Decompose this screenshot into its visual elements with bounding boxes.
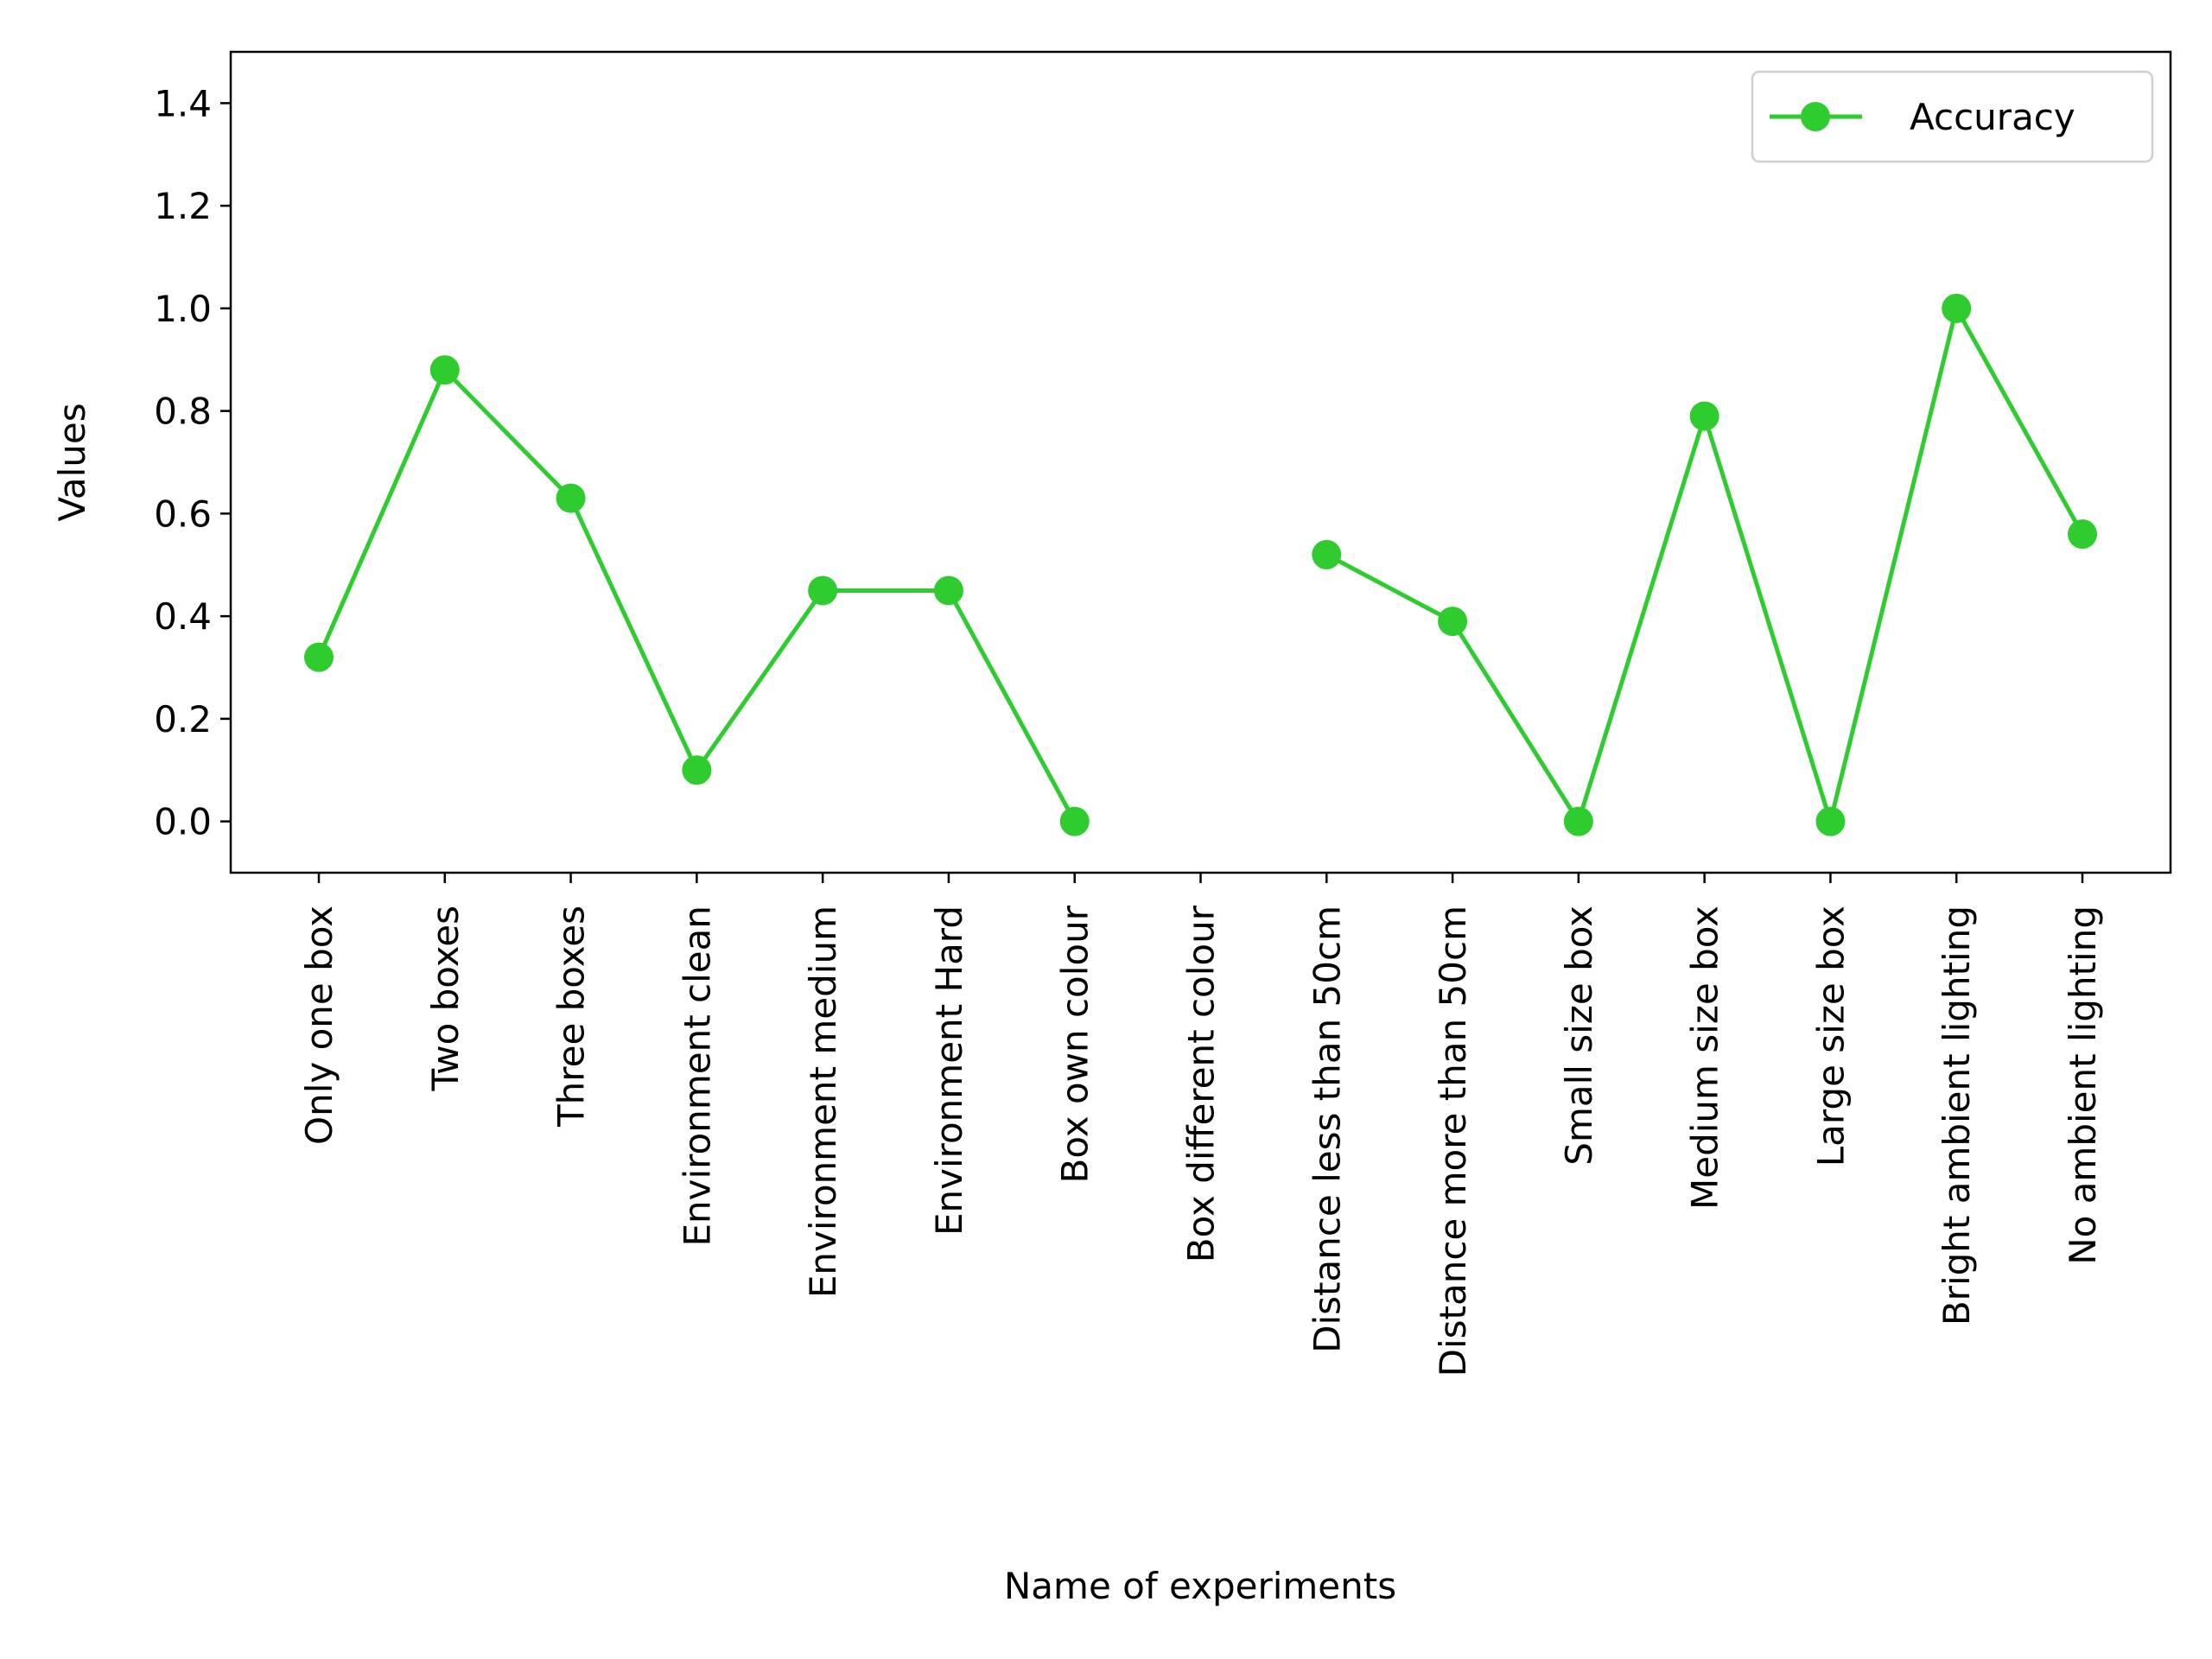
data-point <box>933 575 963 606</box>
data-point <box>556 483 586 513</box>
data-point <box>1563 806 1593 836</box>
y-tick-label: 1.0 <box>154 288 212 330</box>
data-point <box>2068 519 2097 550</box>
x-tick-label: Only one box <box>298 906 340 1145</box>
x-tick-label: Environment medium <box>802 906 844 1298</box>
x-tick-label: Bright ambient lighting <box>1936 906 1978 1325</box>
x-axis-title: Name of experiments <box>1004 1565 1396 1607</box>
data-point <box>1059 806 1090 836</box>
data-point <box>1942 293 1972 323</box>
x-tick-label: Medium size box <box>1684 906 1726 1210</box>
x-tick-label: Box own colour <box>1054 905 1096 1183</box>
series-layer <box>304 293 2097 836</box>
data-point <box>429 355 460 385</box>
y-tick-label: 1.4 <box>154 82 212 124</box>
x-tick-label: Large size box <box>1809 906 1852 1166</box>
x-tick-label: Box different colour <box>1180 905 1223 1262</box>
plot-area-frame <box>229 50 2172 874</box>
x-tick-label: Distance more than 50cm <box>1432 906 1474 1376</box>
x-tick-label: Three boxes <box>550 906 593 1128</box>
x-tick-label: Two boxes <box>424 906 467 1091</box>
legend-marker <box>1801 102 1830 131</box>
y-tick-label: 1.2 <box>154 185 212 227</box>
y-tick-label: 0.0 <box>154 801 212 843</box>
data-point <box>808 575 838 606</box>
x-tick-label: Small size box <box>1558 906 1600 1166</box>
legend: Accuracy <box>1751 70 2154 163</box>
data-point <box>1438 607 1468 637</box>
data-point <box>1815 806 1846 836</box>
x-tick-label: Distance less than 50cm <box>1306 906 1348 1353</box>
data-point <box>682 755 712 785</box>
y-axis-title: Values <box>51 403 93 521</box>
y-tick-label: 0.2 <box>154 698 212 741</box>
y-tick-label: 0.4 <box>154 595 212 638</box>
legend-label: Accuracy <box>1910 96 2075 138</box>
x-tick-label: Environment clean <box>676 906 718 1247</box>
y-axis: 0.0 0.2 0.4 0.6 0.8 1.0 1.2 1.4 <box>154 82 231 843</box>
data-point <box>304 642 334 672</box>
x-axis: Only one box Two boxes Three boxes Environm… <box>298 873 2104 1376</box>
y-tick-label: 0.6 <box>154 493 212 535</box>
legend-box <box>1751 70 2154 163</box>
x-tick-label: Environment Hard <box>928 906 970 1236</box>
y-tick-label: 0.8 <box>154 391 212 433</box>
x-tick-label: No ambient lighting <box>2062 906 2104 1265</box>
data-point <box>1312 539 1342 569</box>
data-point <box>1689 401 1719 431</box>
